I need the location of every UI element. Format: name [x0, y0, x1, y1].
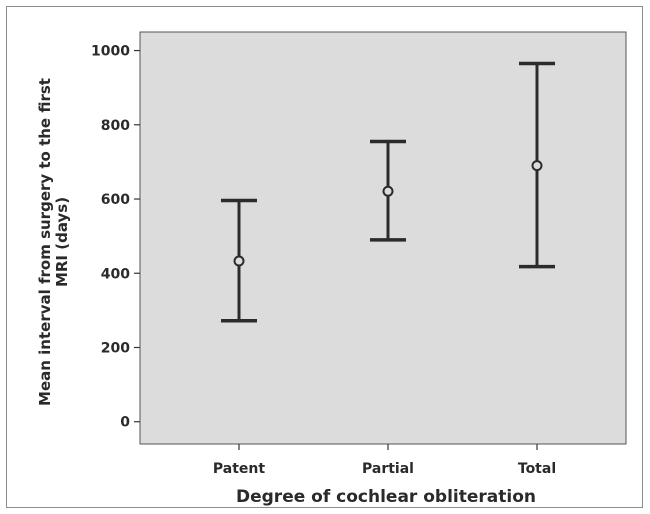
y-axis-ticks: 0 200 400 600 800 1000	[91, 44, 140, 431]
y-tick-label: 1000	[91, 44, 130, 60]
y-axis-title-line: MRI (days)	[53, 197, 71, 287]
error-bar-patent	[221, 198, 257, 323]
x-axis-ticks: Patent Partial Total	[213, 444, 556, 477]
error-bars	[221, 61, 555, 323]
x-axis-title: Degree of cochlear obliteration	[236, 487, 536, 507]
error-bar-partial	[370, 139, 406, 242]
y-tick-label: 600	[101, 192, 130, 208]
mean-marker	[382, 185, 394, 197]
y-tick-label: 0	[120, 415, 130, 431]
y-tick-label: 400	[101, 266, 130, 282]
mean-marker	[531, 160, 543, 172]
x-tick-label: Patent	[213, 461, 265, 477]
y-tick-label: 200	[101, 340, 130, 356]
plot-area	[139, 31, 627, 445]
y-axis-title: Mean interval from surgery to the firstM…	[36, 78, 71, 406]
y-tick-label: 800	[101, 118, 130, 134]
mean-marker	[233, 255, 245, 267]
x-tick-label: Total	[518, 461, 556, 477]
error-bar-total	[519, 61, 555, 269]
y-axis-title-line: Mean interval from surgery to the first	[36, 78, 54, 406]
x-tick-label: Partial	[362, 461, 414, 477]
